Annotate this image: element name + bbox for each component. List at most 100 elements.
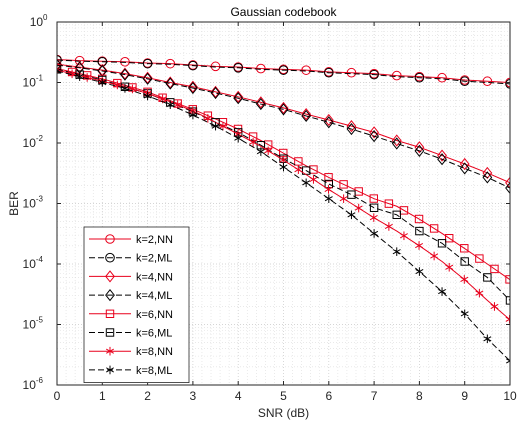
asterisk-stroke (158, 96, 167, 102)
data-point (324, 185, 333, 194)
data-point (391, 137, 402, 150)
y-tick-label: 10-6 (23, 376, 44, 392)
asterisk-stroke (173, 102, 182, 108)
legend-marker (105, 270, 115, 283)
legend-label: k=6,ML (136, 328, 172, 340)
data-point (188, 80, 198, 93)
data-point (302, 178, 311, 188)
data-point (142, 72, 153, 85)
data-point (324, 67, 334, 78)
data-point (370, 229, 379, 238)
asterisk-stroke (218, 123, 227, 129)
y-tick-label: 10-4 (23, 255, 44, 271)
asterisk-stroke (399, 233, 408, 239)
series-line (57, 59, 510, 85)
legend-marker (106, 346, 114, 356)
asterisk-stroke (57, 68, 61, 72)
data-point (83, 73, 92, 82)
asterisk-stroke (75, 74, 84, 80)
asterisk-stroke (57, 70, 61, 74)
legend-entry: k=6,ML (89, 328, 172, 340)
data-point (120, 68, 130, 81)
asterisk-stroke (106, 348, 114, 354)
series-k-8-nn (57, 65, 510, 324)
data-point (346, 122, 357, 136)
data-point (188, 60, 198, 71)
asterisk-stroke (370, 230, 379, 237)
asterisk-stroke (430, 253, 439, 259)
data-point (142, 71, 153, 84)
asterisk-stroke (415, 242, 424, 249)
asterisk-stroke (279, 164, 288, 170)
data-point (279, 162, 288, 172)
data-point (459, 76, 470, 87)
data-point (278, 103, 289, 116)
x-tick-label: 6 (325, 389, 332, 403)
legend-label: k=4,ML (136, 290, 172, 302)
x-tick-label: 5 (280, 389, 287, 403)
data-point (218, 121, 227, 131)
asterisk-stroke (279, 157, 288, 163)
y-tick-label: 100 (30, 13, 48, 29)
data-point (264, 146, 273, 156)
chart-title: Gaussian codebook (230, 5, 337, 19)
legend-marker (106, 365, 114, 375)
asterisk-stroke (460, 276, 469, 282)
asterisk-stroke (57, 67, 61, 71)
data-point (113, 80, 122, 90)
data-point (460, 275, 469, 284)
asterisk-stroke (188, 112, 197, 118)
asterisk-stroke (324, 186, 333, 192)
legend-entry: k=4,ML (89, 288, 172, 302)
asterisk-stroke (354, 205, 363, 211)
x-tick-label: 2 (144, 389, 151, 403)
data-point (369, 126, 379, 139)
data-point (384, 199, 394, 208)
data-point (505, 176, 510, 189)
asterisk-stroke (98, 79, 107, 86)
data-point (255, 97, 266, 111)
x-tick-label: 9 (461, 389, 468, 403)
legend-label: k=2,ML (136, 253, 172, 265)
asterisk-stroke (392, 249, 401, 255)
data-point (482, 171, 493, 184)
data-point (347, 210, 356, 220)
asterisk-stroke (339, 196, 348, 202)
asterisk-stroke (309, 176, 318, 183)
data-point (255, 96, 266, 109)
data-point (445, 262, 454, 272)
data-point (165, 77, 176, 90)
x-tick-label: 3 (190, 389, 197, 403)
data-point (399, 206, 409, 215)
asterisk-stroke (294, 167, 303, 173)
asterisk-stroke (256, 149, 265, 155)
data-point (339, 180, 348, 189)
data-point (482, 76, 493, 87)
data-point (369, 69, 379, 80)
data-point (490, 264, 499, 274)
data-point (233, 62, 243, 73)
legend-marker (105, 252, 115, 263)
legend-entry: k=2,ML (89, 253, 172, 265)
data-point (301, 109, 312, 123)
data-point (415, 241, 424, 250)
data-point (414, 214, 424, 224)
x-tick-label: 4 (235, 389, 242, 403)
data-point (475, 254, 484, 263)
legend-entry: k=2,NN (89, 234, 173, 246)
data-point (301, 65, 311, 75)
data-point (165, 58, 176, 69)
data-point (233, 90, 244, 103)
data-point (346, 120, 357, 133)
x-tick-label: 10 (503, 389, 517, 403)
legend-label: k=8,NN (136, 346, 173, 358)
legend-entry: k=8,NN (89, 346, 173, 358)
asterisk-stroke (106, 367, 114, 373)
data-point (323, 116, 334, 129)
data-point (210, 86, 221, 100)
data-point (233, 92, 244, 105)
data-point (369, 213, 378, 222)
data-point (347, 190, 356, 199)
data-point (399, 231, 408, 241)
